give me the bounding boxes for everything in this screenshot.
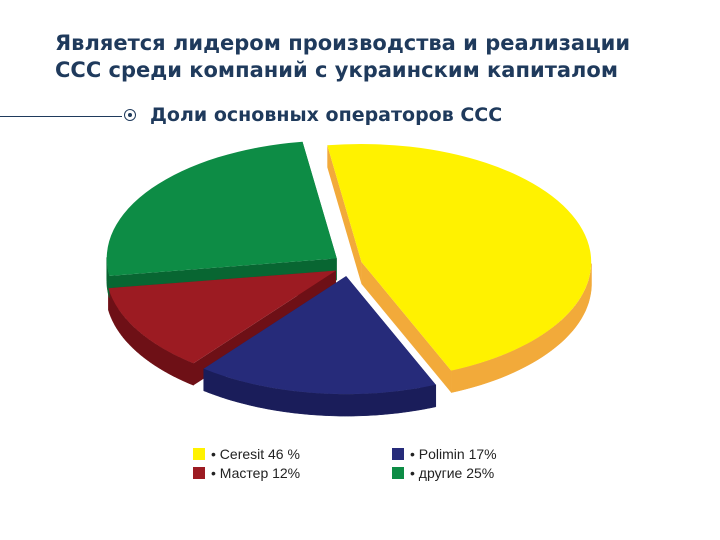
pie-slice-edge-0-0: [327, 145, 362, 284]
chart-subtitle: Доли основных операторов ССС: [150, 104, 503, 126]
title-line-1: Является лидером производства и реализац…: [55, 31, 631, 55]
pie-slice-мастер: [108, 270, 336, 364]
pie-slice-ceresit: [327, 144, 592, 371]
divider-line: [0, 116, 122, 117]
title-line-2: ССС среди компаний с украинским капитало…: [55, 58, 619, 82]
pie-slice-polimin: [203, 276, 436, 395]
pie-slice-другие: [106, 141, 337, 276]
pie-slice-side-0-0: [450, 263, 592, 393]
page-title: Является лидером производства и реализац…: [55, 30, 695, 84]
pie-slice-edge-0-1: [361, 261, 452, 393]
radio-bullet-icon: [124, 109, 136, 121]
